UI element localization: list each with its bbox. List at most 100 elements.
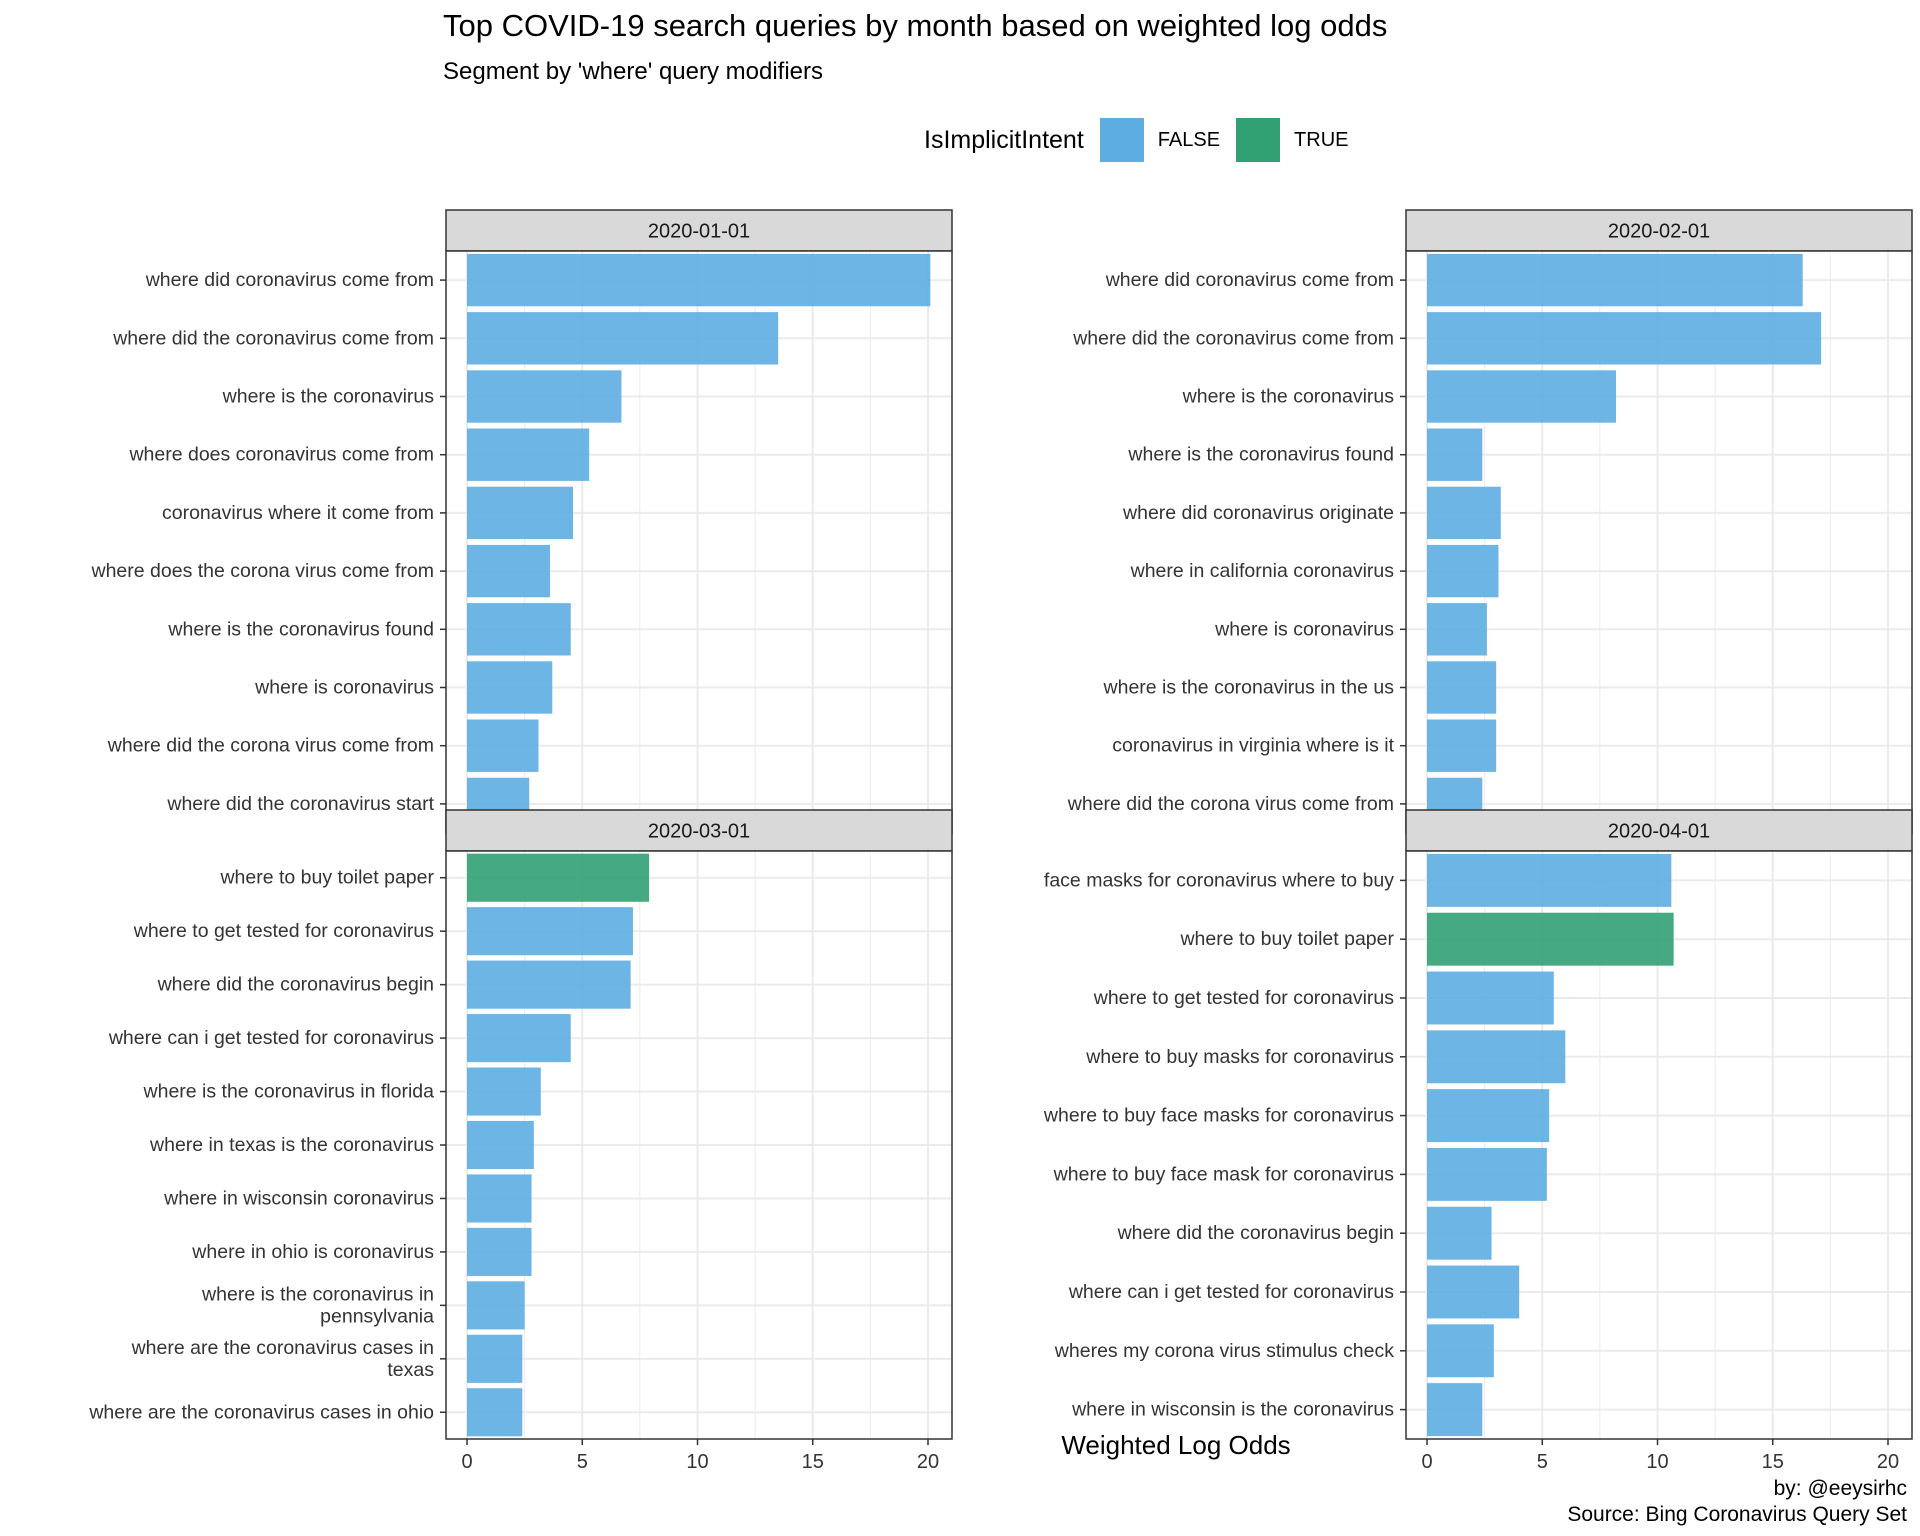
x-tick-label: 5 [1537,1451,1548,1473]
legend-label-false: FALSE [1157,128,1221,151]
bar [467,1227,532,1276]
bar [1427,428,1483,481]
y-tick-label: where did the coronavirus come from [112,327,434,349]
y-tick-label: where to buy toilet paper [1179,928,1394,950]
x-tick-label: 5 [577,1451,588,1473]
y-tick-label: where is coronavirus [1214,618,1394,640]
bar [1427,544,1499,598]
x-tick-label: 15 [1762,1451,1784,1473]
bar [1427,1383,1483,1437]
y-tick-label: where are the coronavirus cases in texas [131,1337,435,1381]
bar [467,1014,571,1063]
bar [1427,853,1672,907]
bar [1427,370,1617,423]
y-tick-label: where is the coronavirus [1182,386,1395,408]
x-tick-label: 20 [1877,1451,1899,1473]
bar [467,1067,541,1116]
x-tick-label: 0 [1421,1451,1432,1473]
facet-panel-2020-02-01: 2020-02-01 where did coronavirus come fro… [1067,209,1913,834]
facet-strip-label: 2020-04-01 [1608,821,1710,843]
y-tick-label: where is the coronavirus found [167,618,434,640]
y-tick-label: where did the corona virus come from [1067,793,1394,815]
y-tick-label: where can i get tested for coronavirus [108,1027,434,1049]
bar [1427,719,1497,772]
facet-strip-label: 2020-02-01 [1608,221,1710,243]
y-tick-label: where to buy face masks for coronavirus [1043,1105,1394,1127]
bar [467,719,539,772]
y-tick-label: where to buy masks for coronavirus [1085,1046,1394,1068]
y-tick-label: where is the coronavirus in pennsylvania [201,1283,434,1327]
legend-item-false: FALSE [1099,118,1221,162]
bar [467,253,931,307]
y-tick-label: where in california coronavirus [1130,560,1395,582]
caption: by: @eeysirhc Source: Bing Coronavirus Q… [1567,1476,1907,1528]
bar [1427,312,1822,365]
chart-subtitle: Segment by 'where' query modifiers [443,58,824,85]
bar [467,1334,523,1383]
y-tick-label: where in texas is the coronavirus [149,1134,434,1156]
y-tick-label: where is the coronavirus [222,386,435,408]
y-tick-label: where to get tested for coronavirus [133,920,434,942]
bar [467,853,650,902]
y-tick-label: coronavirus where it come from [162,502,434,524]
facet-panel-2020-04-01: 2020-04-01 face masks for coronavirus whe… [1043,809,1913,1473]
bar [467,1120,534,1170]
y-tick-label: where in wisconsin coronavirus [163,1187,434,1209]
caption-author: by: @eeysirhc [1773,1477,1907,1500]
bar [467,907,633,956]
y-tick-label: where did the coronavirus begin [157,974,434,996]
bar [467,1174,532,1223]
facet-panel-2020-01-01: 2020-01-01 where did coronavirus come fro… [91,209,953,834]
y-tick-label: coronavirus in virginia where is it [1112,735,1394,757]
y-tick-label: where to get tested for coronavirus [1093,987,1394,1009]
y-tick-label: where did the coronavirus come from [1072,327,1394,349]
bar [467,603,571,656]
x-tick-label: 20 [917,1451,939,1473]
y-tick-label: where did the corona virus come from [107,735,434,757]
y-tick-label: where does coronavirus come from [128,444,434,466]
y-tick-label: where to buy toilet paper [219,867,434,889]
legend: IsImplicitIntent FALSE TRUE [924,118,1365,162]
facet-strip [445,809,953,852]
x-tick-label: 15 [802,1451,824,1473]
bar [1427,1206,1492,1260]
bar [467,370,622,423]
x-tick-label: 10 [686,1451,708,1473]
bar [467,486,574,540]
legend-swatch-false [1099,118,1144,162]
bar [1427,971,1554,1025]
bar [1427,1030,1566,1084]
y-tick-label: where are the coronavirus cases in ohio [88,1401,434,1423]
y-tick-label: where in ohio is coronavirus [191,1241,434,1263]
y-tick-label: where did coronavirus originate [1122,502,1394,524]
bar [1427,1089,1550,1143]
bar [467,1281,525,1330]
y-tick-label: where did the coronavirus begin [1117,1222,1394,1244]
y-tick-label: wheres my corona virus stimulus check [1054,1340,1394,1362]
y-tick-label: where did coronavirus come from [145,269,434,291]
bar [1427,253,1803,307]
y-tick-label: where did coronavirus come from [1105,269,1394,291]
bar [467,661,553,714]
y-tick-label: where to buy face mask for coronavirus [1053,1163,1395,1185]
legend-swatch-true [1236,118,1281,162]
y-tick-label: face masks for coronavirus where to buy [1044,869,1394,891]
legend-title: IsImplicitIntent [924,125,1084,154]
bar [467,960,631,1009]
facet-panel-2020-03-01: 2020-03-01 where to buy toilet paper where… [88,809,953,1473]
chart-title: Top COVID-19 search queries by month bas… [443,8,1388,43]
y-tick-label: where can i get tested for coronavirus [1068,1281,1394,1303]
bar [1427,912,1674,966]
bar [1427,486,1501,540]
x-axis-title: Weighted Log Odds [1061,1430,1290,1460]
y-tick-label: where is the coronavirus in the us [1103,677,1395,699]
bar [1427,603,1487,656]
bar [467,428,590,481]
facet-strip-label: 2020-01-01 [648,221,750,243]
facet-strip [1405,209,1913,252]
bar [467,1388,523,1437]
legend-label-true: TRUE [1294,128,1349,151]
caption-source: Source: Bing Coronavirus Query Set [1567,1503,1907,1526]
y-tick-label: where in wisconsin is the coronavirus [1071,1399,1394,1421]
